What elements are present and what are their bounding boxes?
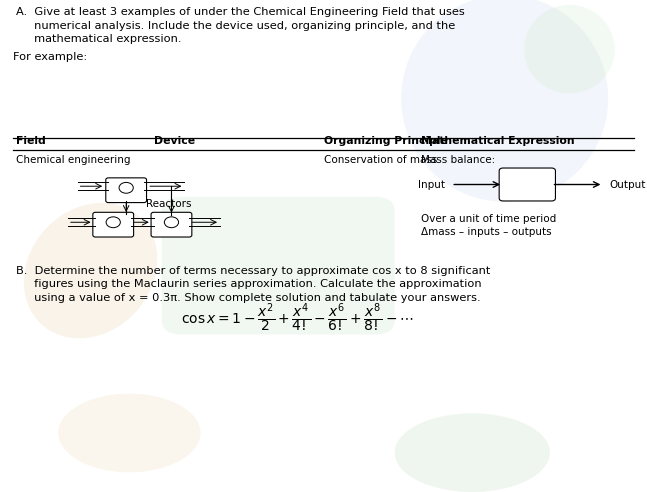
Text: using a value of x = 0.3π. Show complete solution and tabulate your answers.: using a value of x = 0.3π. Show complete… — [16, 293, 481, 303]
FancyBboxPatch shape — [499, 168, 555, 201]
Text: Device: Device — [154, 136, 195, 147]
Text: Input: Input — [418, 180, 445, 189]
Text: For example:: For example: — [13, 52, 87, 62]
FancyBboxPatch shape — [151, 213, 192, 237]
FancyBboxPatch shape — [93, 213, 134, 237]
Text: A.  Give at least 3 examples of under the Chemical Engineering Field that uses: A. Give at least 3 examples of under the… — [16, 7, 465, 17]
Text: $\cos x = 1 - \dfrac{x^2}{2} + \dfrac{x^4}{4!} - \dfrac{x^6}{6!} + \dfrac{x^8}{8: $\cos x = 1 - \dfrac{x^2}{2} + \dfrac{x^… — [181, 301, 414, 334]
Text: Conservation of mass: Conservation of mass — [324, 155, 437, 165]
Text: Field: Field — [16, 136, 46, 147]
Ellipse shape — [58, 394, 201, 472]
Ellipse shape — [401, 0, 608, 202]
Ellipse shape — [395, 413, 550, 492]
Text: Δmass – inputs – outputs: Δmass – inputs – outputs — [421, 227, 551, 237]
Text: mathematical expression.: mathematical expression. — [16, 34, 182, 44]
Ellipse shape — [524, 5, 615, 93]
FancyBboxPatch shape — [162, 197, 395, 335]
Ellipse shape — [24, 203, 157, 338]
Text: Mass balance:: Mass balance: — [421, 155, 495, 165]
Text: B.  Determine the number of terms necessary to approximate cos x to 8 significan: B. Determine the number of terms necessa… — [16, 266, 490, 276]
Text: Over a unit of time period: Over a unit of time period — [421, 214, 556, 224]
Text: Mathematical Expression: Mathematical Expression — [421, 136, 574, 147]
Text: figures using the Maclaurin series approximation. Calculate the approximation: figures using the Maclaurin series appro… — [16, 279, 482, 289]
Text: Output: Output — [609, 180, 646, 189]
FancyBboxPatch shape — [106, 178, 146, 203]
Text: Organizing Principle: Organizing Principle — [324, 136, 447, 147]
Text: Reactors: Reactors — [146, 199, 191, 209]
Text: Chemical engineering: Chemical engineering — [16, 155, 131, 165]
Text: numerical analysis. Include the device used, organizing principle, and the: numerical analysis. Include the device u… — [16, 21, 455, 31]
